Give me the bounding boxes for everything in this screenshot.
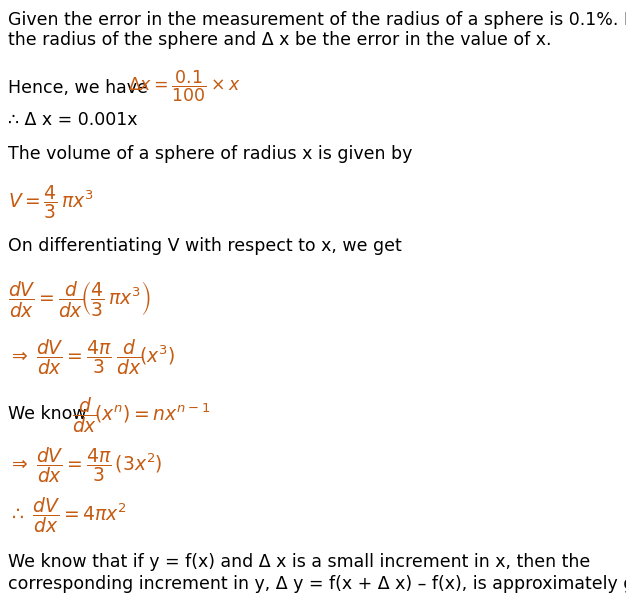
Text: On differentiating V with respect to x, we get: On differentiating V with respect to x, … xyxy=(8,237,402,255)
Text: $\Rightarrow\; \dfrac{dV}{dx} = \dfrac{4\pi}{3}\,(3x^2)$: $\Rightarrow\; \dfrac{dV}{dx} = \dfrac{4… xyxy=(8,445,163,485)
Text: $V = \dfrac{4}{3}\,\pi x^3$: $V = \dfrac{4}{3}\,\pi x^3$ xyxy=(8,183,94,221)
Text: $\dfrac{dV}{dx} = \dfrac{d}{dx}\!\left(\dfrac{4}{3}\,\pi x^3\right)$: $\dfrac{dV}{dx} = \dfrac{d}{dx}\!\left(\… xyxy=(8,279,151,319)
Text: Hence, we have: Hence, we have xyxy=(8,79,148,97)
Text: the radius of the sphere and Δ x be the error in the value of x.: the radius of the sphere and Δ x be the … xyxy=(8,31,552,49)
Text: $\dfrac{d}{dx}\!\left(x^n\right) = nx^{n-1}$: $\dfrac{d}{dx}\!\left(x^n\right) = nx^{n… xyxy=(72,395,210,435)
Text: ∴ Δ x = 0.001x: ∴ Δ x = 0.001x xyxy=(8,111,138,129)
Text: $\Delta x = \dfrac{0.1}{100} \times x$: $\Delta x = \dfrac{0.1}{100} \times x$ xyxy=(128,69,240,104)
Text: $\therefore\; \dfrac{dV}{dx} = 4\pi x^2$: $\therefore\; \dfrac{dV}{dx} = 4\pi x^2$ xyxy=(8,495,126,535)
Text: $\Rightarrow\; \dfrac{dV}{dx} = \dfrac{4\pi}{3}\;\dfrac{d}{dx}\!\left(x^3\right): $\Rightarrow\; \dfrac{dV}{dx} = \dfrac{4… xyxy=(8,337,175,377)
Text: The volume of a sphere of radius x is given by: The volume of a sphere of radius x is gi… xyxy=(8,145,413,163)
Text: corresponding increment in y, Δ y = f(x + Δ x) – f(x), is approximately given as: corresponding increment in y, Δ y = f(x … xyxy=(8,575,626,593)
Text: We know: We know xyxy=(8,405,86,423)
Text: Given the error in the measurement of the radius of a sphere is 0.1%. Let x be: Given the error in the measurement of th… xyxy=(8,11,626,29)
Text: We know that if y = f(x) and Δ x is a small increment in x, then the: We know that if y = f(x) and Δ x is a sm… xyxy=(8,553,590,571)
